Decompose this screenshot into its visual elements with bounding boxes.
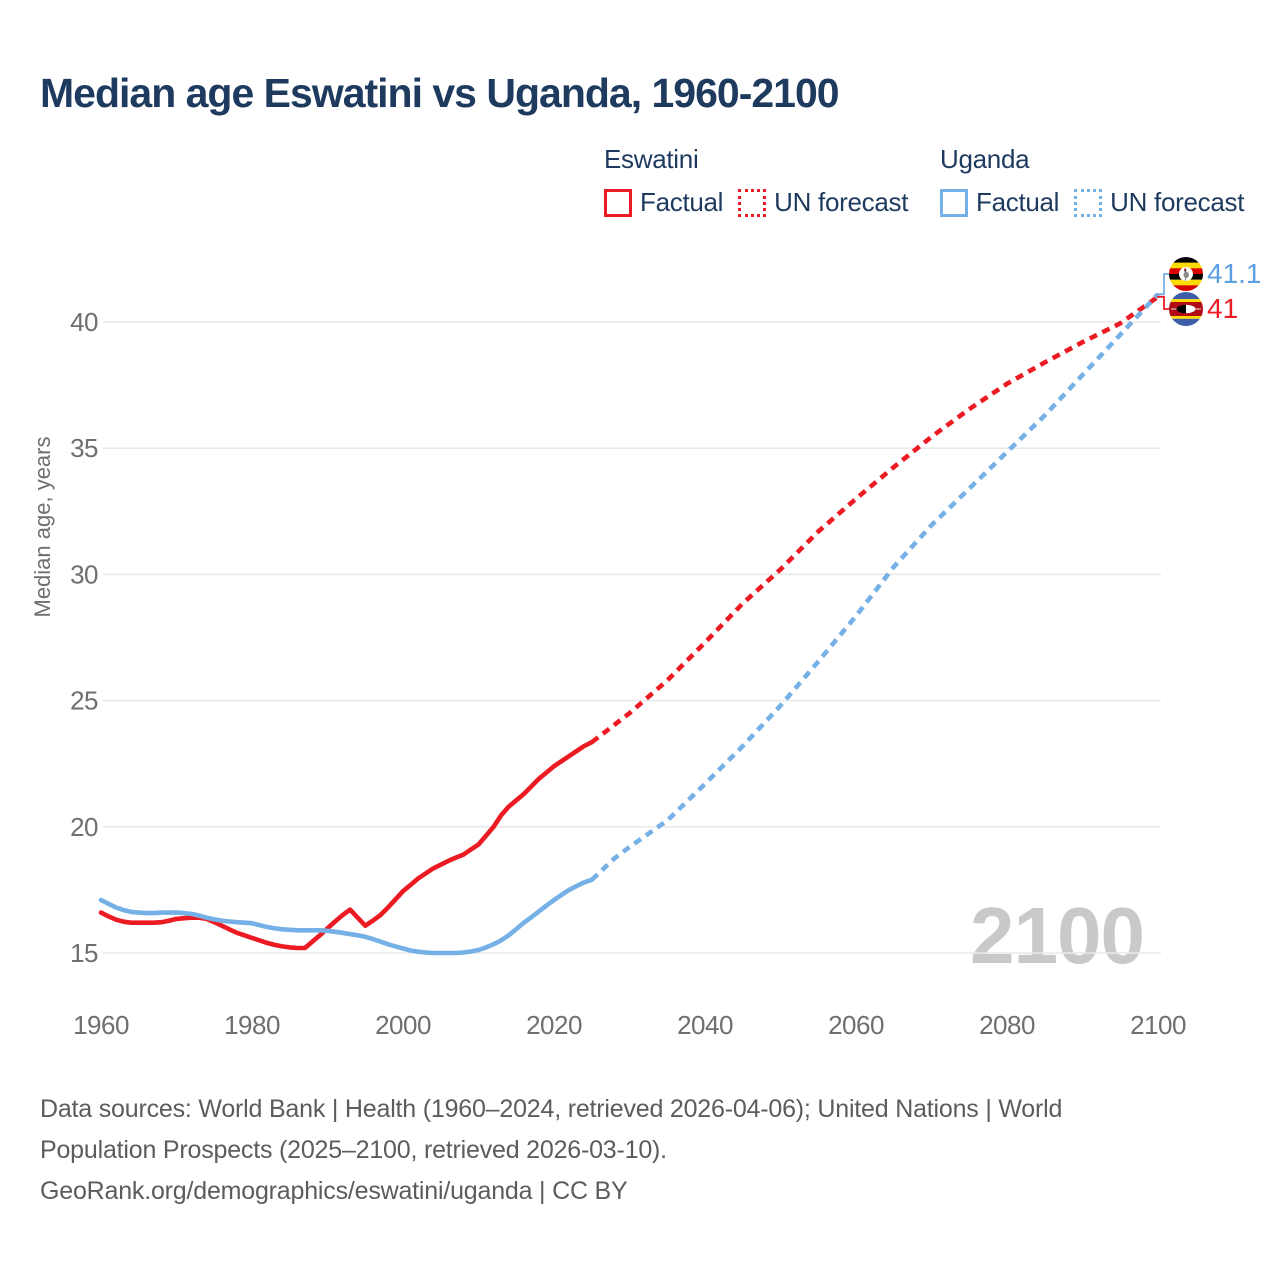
uganda-un-forecast-line	[590, 292, 1160, 882]
uganda-flag-stripe	[1169, 257, 1203, 263]
legend-label: Factual	[976, 187, 1060, 217]
uganda-flag-icon	[1169, 257, 1203, 291]
y-tick-label-30: 30	[70, 559, 98, 589]
eswatini-flag-stripe	[1169, 318, 1203, 326]
uganda-crane-body	[1183, 271, 1189, 278]
eswatini-factual-line	[98, 739, 595, 951]
uganda-forecast-swatch-icon	[1074, 188, 1103, 217]
eswatini-flag-icon	[1169, 292, 1203, 326]
data-sources-line1: Data sources: World Bank | Health (1960–…	[40, 1095, 1063, 1123]
x-tick-label-1980: 1980	[224, 1010, 280, 1040]
eswatini-shield-white-half	[1186, 304, 1196, 314]
uganda-crane-leg	[1184, 277, 1187, 281]
x-tick-label-1960: 1960	[73, 1010, 129, 1040]
x-tick-label-2040: 2040	[677, 1010, 733, 1040]
eswatini-factual-swatch-icon	[604, 188, 632, 217]
legend-item-uganda-forecast: UN forecast	[1074, 187, 1244, 218]
legend-label: Factual	[640, 187, 724, 217]
legend-label: UN forecast	[1110, 187, 1245, 217]
x-tick-label-2020: 2020	[526, 1010, 582, 1040]
eswatini-flag-stripe	[1169, 299, 1203, 302]
data-sources-line2: Population Prospects (2025–2100, retriev…	[40, 1136, 667, 1164]
chart-title: Median age Eswatini vs Uganda, 1960-2100	[40, 70, 840, 116]
eswatini-un-forecast-line	[590, 294, 1160, 745]
uganda-label-connector	[1157, 273, 1169, 296]
uganda-flag-stripe	[1169, 279, 1203, 286]
legend-row-eswatini: Factual UN forecast	[604, 187, 908, 218]
eswatini-forecast-swatch-icon	[738, 188, 767, 217]
y-tick-label-20: 20	[70, 812, 98, 842]
y-tick-label-40: 40	[70, 307, 98, 337]
legend-group-uganda: Uganda Factual UN forecast	[940, 144, 1244, 218]
eswatini-label-connector	[1157, 295, 1169, 310]
x-tick-label-2080: 2080	[979, 1010, 1035, 1040]
eswatini-flag-stripe	[1169, 292, 1203, 300]
source-url: GeoRank.org/demographics/eswatini/uganda…	[40, 1177, 628, 1205]
footer: Data sources: World Bank | Health (1960–…	[40, 1089, 1200, 1212]
y-tick-label-25: 25	[70, 686, 98, 716]
uganda-factual-line	[98, 877, 595, 956]
watermark-year: 2100	[970, 891, 1144, 980]
uganda-end-value: 41.1	[1207, 258, 1262, 289]
x-tick-label-2100: 2100	[1130, 1010, 1186, 1040]
eswatini-flag-stripe	[1169, 316, 1203, 319]
legend-item-eswatini-forecast: UN forecast	[738, 187, 908, 218]
uganda-crane-head	[1184, 269, 1187, 272]
legend-country-eswatini: Eswatini	[604, 144, 699, 174]
y-tick-label-35: 35	[70, 433, 98, 463]
uganda-flag-stripe	[1169, 285, 1203, 291]
legend-item-eswatini-factual: Factual	[604, 187, 723, 218]
x-tick-label-2060: 2060	[828, 1010, 884, 1040]
legend-country-uganda: Uganda	[940, 144, 1030, 174]
uganda-factual-swatch-icon	[940, 188, 968, 217]
legend-label: UN forecast	[774, 187, 909, 217]
legend-row-uganda: Factual UN forecast	[940, 187, 1244, 218]
eswatini-end-value: 41	[1207, 293, 1238, 324]
x-tick-label-2000: 2000	[375, 1010, 431, 1040]
uganda-crane-crest	[1184, 268, 1187, 271]
uganda-flag-stripe	[1169, 262, 1203, 269]
legend-group-eswatini: Eswatini Factual UN forecast	[604, 144, 908, 218]
y-axis-title: Median age, years	[30, 437, 55, 618]
legend-item-uganda-factual: Factual	[940, 187, 1059, 218]
y-tick-label-15: 15	[70, 938, 98, 968]
